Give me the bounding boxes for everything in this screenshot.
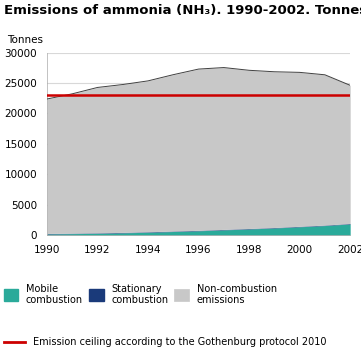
Text: Tonnes: Tonnes [8,35,44,45]
Legend: Mobile
combustion, Stationary
combustion, Non-combustion
emissions: Mobile combustion, Stationary combustion… [4,284,277,305]
Text: Emissions of ammonia (NH₃). 1990-2002. Tonnes: Emissions of ammonia (NH₃). 1990-2002. T… [4,4,361,16]
Legend: Emission ceiling according to the Gothenburg protocol 2010: Emission ceiling according to the Gothen… [4,338,326,347]
